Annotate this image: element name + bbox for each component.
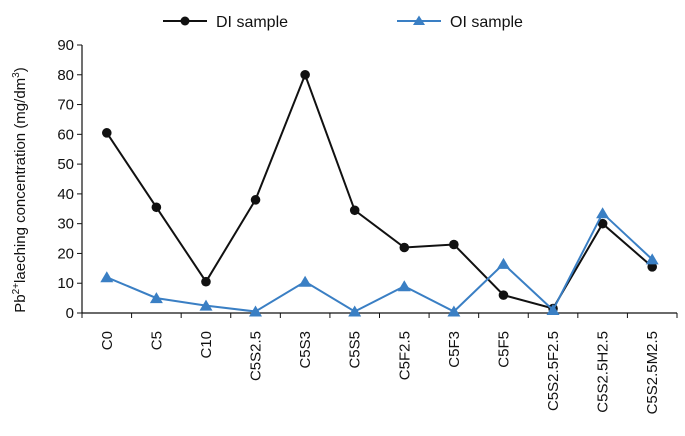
y-tick-label: 30: [57, 216, 74, 233]
data-point: [151, 202, 162, 213]
legend-marker-di: [180, 16, 190, 26]
y-axis-label: Pb2+laeching concentration (mg/dm3): [11, 67, 29, 312]
y-tick-label: 70: [57, 97, 74, 114]
series-line: [105, 71, 653, 310]
series-1: [101, 69, 658, 314]
y-tick-label: 40: [57, 186, 74, 203]
y-axis-label-sup2: 3: [11, 72, 22, 78]
x-tick-label: C5F3: [446, 331, 463, 368]
data-point: [300, 69, 310, 80]
data-point: [596, 207, 610, 219]
series-layer: [100, 69, 659, 317]
data-point: [546, 304, 560, 315]
legend-label-oi: OI sample: [450, 14, 523, 31]
data-point: [101, 128, 112, 138]
y-tick-label: 10: [57, 275, 74, 292]
series-line: [106, 211, 653, 313]
data-point: [250, 195, 261, 205]
y-axis-label-sup1: 2+: [11, 283, 22, 295]
data-point: [397, 280, 411, 292]
series-2: [100, 207, 659, 317]
x-tick-label: C5F2.5: [396, 331, 413, 380]
x-tick-label: C5S3: [297, 331, 314, 369]
y-tick-label: 20: [57, 245, 74, 262]
x-tick-label: C5F5: [495, 331, 512, 368]
data-point: [498, 290, 509, 300]
y-tick-label: 90: [57, 37, 74, 54]
data-point: [149, 292, 163, 304]
data-point: [497, 257, 510, 269]
x-tick-label: C10: [198, 331, 215, 359]
data-point: [447, 305, 461, 317]
y-tick-label: 80: [57, 67, 74, 84]
y-tick-label: 50: [57, 156, 74, 173]
x-tick-label: C5S2.5M2.5: [644, 331, 661, 414]
data-point: [298, 275, 312, 287]
data-point: [647, 262, 658, 272]
data-point: [449, 239, 459, 250]
legend: DI sample OI sample: [163, 14, 523, 31]
data-point: [100, 271, 114, 283]
data-point: [349, 205, 360, 216]
data-point: [201, 276, 211, 287]
data-point: [348, 305, 362, 317]
x-tick-label: C5S5: [347, 331, 364, 369]
data-point: [399, 242, 410, 253]
data-point: [645, 253, 659, 265]
y-tick-label: 0: [66, 305, 74, 322]
y-axis-label-post: ): [12, 67, 29, 72]
axes: 0 10 20 30 40 50 60 70 80 90 C0 C5 C10 C5S2.5 C5S3 C5S5…: [57, 37, 678, 414]
x-tick-label: C5: [148, 331, 165, 350]
y-tick-label: 60: [57, 126, 74, 143]
legend-marker-oi: [413, 15, 425, 25]
x-tick-label: C5S2.5: [248, 331, 265, 381]
data-point: [199, 299, 213, 311]
data-point: [597, 218, 608, 229]
data-point: [249, 305, 262, 317]
x-tick-label: C0: [99, 331, 116, 350]
y-axis-label-mid: laeching concentration (mg/dm: [12, 78, 29, 283]
x-tick-label: C5S2.5H2.5: [595, 331, 612, 413]
y-axis-label-pre: Pb: [12, 294, 29, 312]
legend-label-di: DI sample: [216, 14, 288, 31]
x-tick-label: C5S2.5F2.5: [545, 331, 562, 411]
legend-item-di: DI sample: [163, 14, 288, 31]
legend-item-oi: OI sample: [397, 14, 523, 31]
